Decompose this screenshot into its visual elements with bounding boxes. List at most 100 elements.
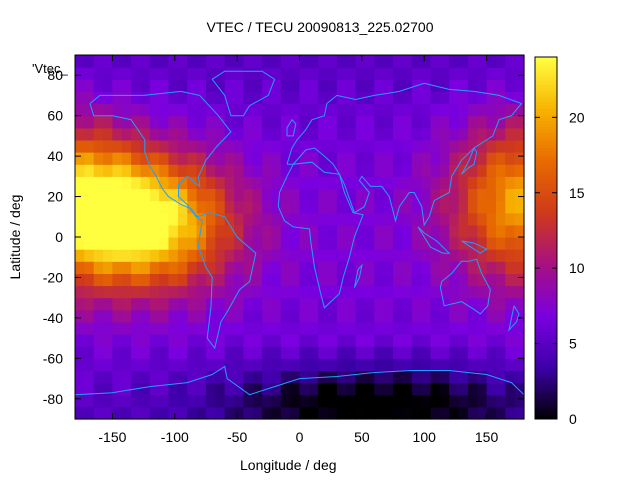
- x-axis: -150 -100 -50 0 50 100 150: [98, 55, 498, 445]
- heatmap-cell: [346, 273, 357, 287]
- colorbar-segment: [535, 403, 557, 408]
- colorbar-segment: [535, 256, 557, 260]
- heatmap-cell: [318, 103, 329, 117]
- heatmap-cell: [421, 358, 432, 371]
- colorbar-frame: [534, 56, 558, 420]
- heatmap-cell: [224, 55, 235, 68]
- heatmap-cell: [215, 224, 226, 238]
- heatmap-cell: [103, 382, 114, 396]
- heatmap-cell: [365, 176, 375, 189]
- heatmap-cell: [495, 152, 506, 165]
- heatmap-cell: [234, 261, 244, 274]
- heatmap-cell: [159, 55, 170, 68]
- heatmap-cell: [514, 200, 525, 214]
- heatmap-cell: [374, 285, 385, 299]
- heatmap-cell: [187, 139, 198, 153]
- heatmap-cell: [243, 237, 254, 250]
- heatmap-cell: [327, 394, 338, 408]
- heatmap-cell: [477, 309, 488, 323]
- heatmap-cell: [131, 188, 142, 202]
- heatmap-cell: [196, 346, 207, 359]
- heatmap-cell: [299, 346, 310, 359]
- heatmap-cell: [393, 309, 403, 323]
- heatmap-cell: [308, 285, 319, 299]
- heatmap-cell: [365, 127, 375, 141]
- heatmap-cell: [327, 224, 338, 238]
- heatmap-cell: [224, 224, 235, 238]
- heatmap-cell: [402, 103, 413, 117]
- heatmap-cell: [486, 249, 497, 262]
- heatmap-cell: [131, 79, 142, 92]
- colorbar-segment: [535, 337, 557, 342]
- heatmap-cell: [327, 152, 338, 165]
- heatmap-cell: [402, 297, 413, 311]
- heatmap-cell: [299, 285, 310, 299]
- heatmap-cell: [196, 406, 207, 420]
- heatmap-cell: [112, 261, 123, 274]
- heatmap-cell: [93, 176, 104, 189]
- heatmap-cell: [402, 200, 413, 214]
- heatmap-cell: [467, 346, 478, 359]
- heatmap-cell: [374, 188, 385, 202]
- heatmap-cell: [411, 237, 422, 250]
- colorbar-segment: [535, 123, 557, 127]
- heatmap-cell: [177, 285, 188, 299]
- heatmap-cell: [449, 334, 460, 347]
- heatmap-cell: [149, 297, 160, 311]
- heatmap-cell: [224, 103, 235, 117]
- heatmap-cell: [84, 321, 95, 335]
- heatmap-cell: [365, 79, 375, 92]
- heatmap-cell: [224, 152, 235, 165]
- colorbar-segment: [535, 277, 557, 281]
- heatmap-cell: [121, 79, 132, 92]
- heatmap-cell: [187, 115, 198, 129]
- heatmap-cell: [121, 358, 132, 371]
- heatmap-cell: [467, 176, 478, 189]
- heatmap-cell: [75, 285, 85, 299]
- heatmap-cell: [196, 200, 207, 214]
- heatmap-cell: [140, 212, 151, 226]
- colorbar-segment: [535, 364, 557, 369]
- heatmap-cell: [514, 188, 525, 202]
- heatmap-cell: [336, 67, 347, 80]
- heatmap-cell: [262, 309, 273, 323]
- heatmap-cell: [121, 103, 132, 117]
- heatmap-cell: [514, 67, 525, 80]
- heatmap-cell: [121, 115, 132, 129]
- heatmap-cell: [159, 394, 170, 408]
- heatmap-cell: [355, 115, 366, 129]
- heatmap-cell: [393, 346, 403, 359]
- heatmap-cell: [243, 55, 254, 68]
- colorbar-segment: [535, 265, 557, 269]
- heatmap-cell: [421, 394, 432, 408]
- heatmap-cell: [430, 212, 441, 226]
- heatmap-cell: [149, 273, 160, 287]
- heatmap-cell: [159, 309, 170, 323]
- heatmap-cell: [458, 358, 469, 371]
- heatmap-cell: [112, 358, 123, 371]
- heatmap-cell: [430, 176, 441, 189]
- heatmap-cell: [486, 334, 497, 347]
- heatmap-cell: [458, 285, 469, 299]
- heatmap-cell: [336, 358, 347, 371]
- heatmap-cell: [280, 200, 291, 214]
- heatmap-cell: [206, 346, 216, 359]
- heatmap-cell: [421, 273, 432, 287]
- heatmap-cell: [336, 212, 347, 226]
- heatmap-cell: [177, 334, 188, 347]
- heatmap-cell: [271, 406, 282, 420]
- heatmap-cell: [477, 224, 488, 238]
- heatmap-cell: [318, 67, 329, 80]
- heatmap-cell: [486, 309, 497, 323]
- heatmap-cell: [112, 103, 123, 117]
- heatmap-cell: [234, 79, 244, 92]
- heatmap-cell: [514, 139, 525, 153]
- heatmap-cell: [514, 321, 525, 335]
- heatmap-cell: [346, 309, 357, 323]
- heatmap-cell: [486, 67, 497, 80]
- heatmap-cell: [243, 139, 254, 153]
- heatmap-cell: [252, 249, 263, 262]
- heatmap-cell: [196, 334, 207, 347]
- heatmap-cell: [308, 406, 319, 420]
- heatmap-cell: [187, 200, 198, 214]
